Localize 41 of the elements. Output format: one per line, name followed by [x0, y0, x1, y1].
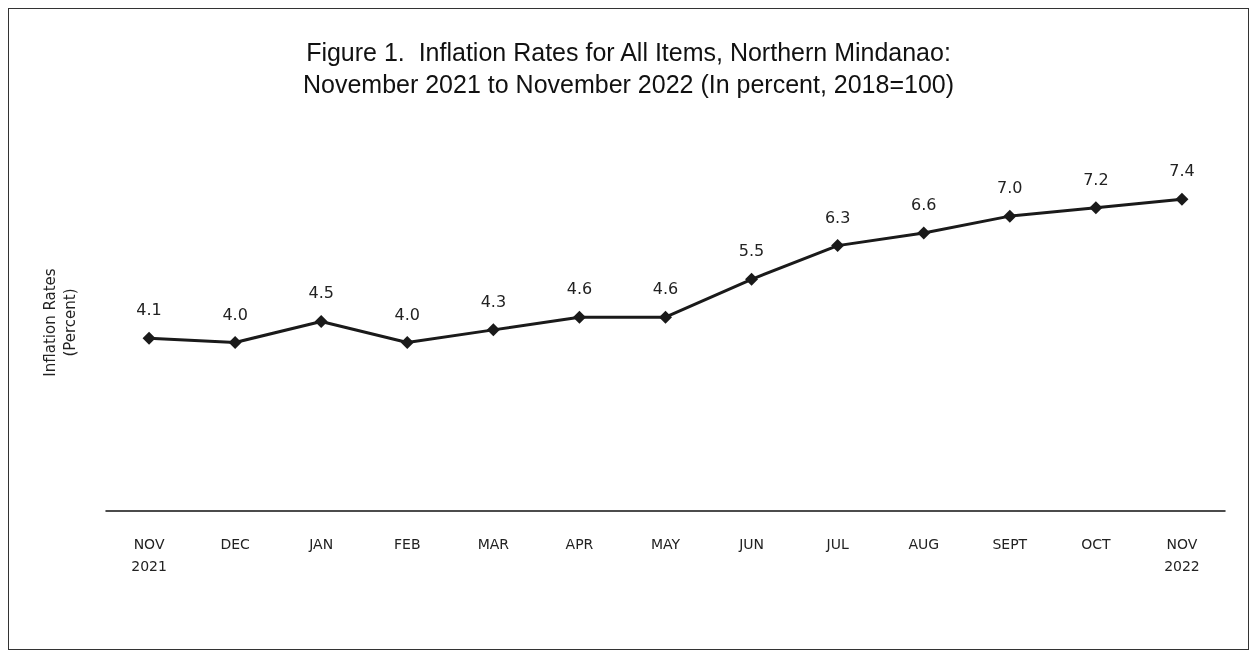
data-label: 4.0: [222, 304, 248, 324]
x-tick-label: MAY: [650, 536, 681, 552]
x-tick-label: JAN: [308, 536, 334, 552]
x-tick-label: OCT: [1081, 536, 1111, 552]
data-label: 7.4: [1169, 161, 1195, 181]
x-tick-label: NOV 2021: [131, 536, 167, 574]
data-label: 4.6: [566, 279, 593, 299]
data-label: 4.5: [308, 283, 334, 303]
point: [486, 323, 500, 337]
x-tick-label: FEB: [394, 536, 421, 552]
data-label: 6.6: [911, 194, 937, 214]
x-tick-label: SEPT: [992, 536, 1028, 552]
point: [142, 331, 156, 345]
point: [1175, 192, 1189, 206]
x-tick-label: JUL: [825, 536, 849, 552]
data-label: 7.2: [1083, 169, 1109, 189]
point: [831, 239, 845, 253]
x-tick-label: APR: [565, 536, 594, 552]
data-label: 4.6: [652, 279, 679, 299]
point: [228, 336, 242, 349]
point: [314, 314, 328, 328]
data-label: 4.3: [480, 291, 507, 311]
x-tick-label: JUN: [738, 536, 765, 552]
x-tick-label: MAR: [477, 536, 510, 552]
y-axis-title: Inflation Rates (Percent): [41, 268, 79, 377]
point: [745, 272, 759, 286]
point: [572, 310, 586, 324]
point: [1003, 209, 1017, 223]
x-tick-label: DEC: [220, 536, 251, 552]
data-label: 5.5: [738, 241, 765, 261]
chart-title: Figure 1. Inflation Rates for All Items, Northern Mindanao: November 2021 to November 2022 (In percent, 2018=100): [302, 38, 955, 98]
point: [917, 226, 931, 240]
point: [659, 310, 672, 324]
x-tick-label: AUG: [908, 536, 940, 552]
point: [1089, 201, 1103, 215]
x-tick-label: NOV 2022: [1164, 536, 1200, 574]
data-label: 6.3: [824, 207, 851, 227]
data-label: 7.0: [997, 178, 1023, 198]
point: [400, 336, 414, 349]
data-label: 4.0: [394, 304, 420, 324]
data-label: 4.1: [136, 300, 162, 320]
